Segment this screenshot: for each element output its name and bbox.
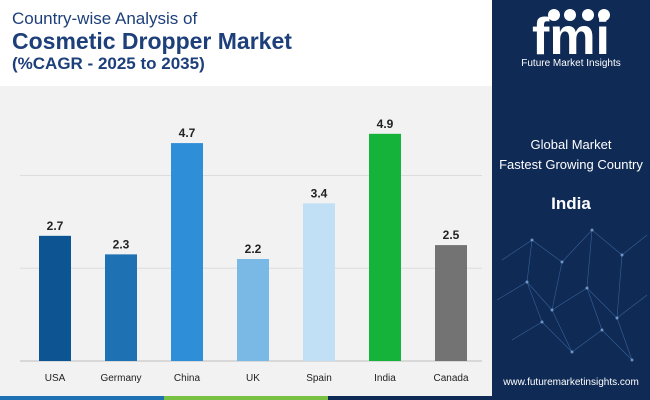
bar-spain xyxy=(303,203,335,361)
network-pattern xyxy=(496,228,648,362)
bottom-color-strip xyxy=(0,396,492,400)
strip-segment-3 xyxy=(328,396,492,400)
bar-china xyxy=(171,143,203,361)
x-tick-label-spain: Spain xyxy=(306,373,332,384)
bar-usa xyxy=(39,235,71,361)
bar-chart-svg: 2.7 USA 2.3 Germany 4.7 China 2.2 UK 3.4 Spain 4.9… xyxy=(20,117,482,384)
data-label-china: 4.7 xyxy=(179,126,196,140)
sidebar-panel: fmi Future Market Insights Global Market… xyxy=(492,0,650,400)
chart-header: Country-wise Analysis of Cosmetic Droppe… xyxy=(0,0,492,86)
data-label-spain: 3.4 xyxy=(311,186,328,200)
bar-india xyxy=(369,133,401,361)
title-line-1: Country-wise Analysis of xyxy=(12,9,198,28)
strip-segment-2 xyxy=(164,396,328,400)
bar-canada xyxy=(435,245,467,361)
data-label-germany: 2.3 xyxy=(113,237,130,251)
x-tick-label-canada: Canada xyxy=(433,373,468,384)
x-tick-label-germany: Germany xyxy=(100,373,141,384)
data-label-canada: 2.5 xyxy=(443,228,460,242)
bar-germany xyxy=(105,254,137,361)
fastest-growing-country: India xyxy=(551,194,591,213)
x-tick-label-uk: UK xyxy=(246,373,260,384)
data-label-uk: 2.2 xyxy=(245,242,262,256)
chart-title: Cosmetic Dropper Market xyxy=(12,28,292,54)
fmi-logo: fmi xyxy=(532,8,610,66)
global-market-label: Global Market xyxy=(530,137,612,152)
bar-uk xyxy=(237,259,269,361)
x-tick-label-china: China xyxy=(174,373,201,384)
logo-subtitle: Future Market Insights xyxy=(521,58,621,69)
data-label-usa: 2.7 xyxy=(47,219,64,233)
data-label-india: 4.9 xyxy=(377,117,394,131)
website-url[interactable]: www.futuremarketinsights.com xyxy=(503,377,639,388)
x-tick-label-india: India xyxy=(374,373,396,384)
bar-chart: 2.7 USA 2.3 Germany 4.7 China 2.2 UK 3.4 Spain 4.9… xyxy=(0,86,492,400)
fastest-growing-label: Fastest Growing Country xyxy=(499,157,643,172)
logo-dots-icon xyxy=(548,9,610,21)
x-tick-label-usa: USA xyxy=(45,373,66,384)
strip-segment-1 xyxy=(0,396,164,400)
chart-subtitle: (%CAGR - 2025 to 2035) xyxy=(12,54,205,73)
